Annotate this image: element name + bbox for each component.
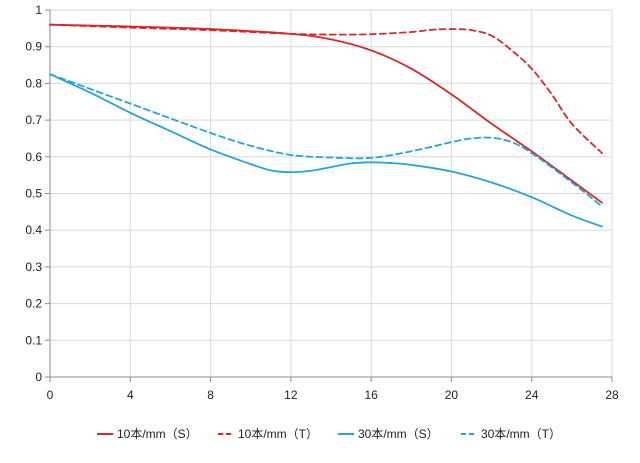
series-line-3 [49,73,603,228]
series-layer [49,23,603,228]
x-tick-label: 4 [127,388,134,402]
series-line-4 [49,73,603,208]
x-tick-label: 28 [605,388,619,402]
y-tick-label: 0 [35,370,42,384]
y-tick-label: 0.6 [25,150,42,164]
y-tick-label: 0.1 [25,333,42,347]
axis-layer: 0 0.1 0.2 0.3 0.4 0.5 0.6 0.7 0.8 0.9 1 0 4 8 12 16 20 24… [25,3,619,402]
x-tick-label: 20 [445,388,459,402]
x-tick-label: 0 [47,388,54,402]
legend-label-3: 30本/mm（S） [358,427,439,441]
x-tick-label: 12 [284,388,298,402]
legend-label-2: 10本/mm（T） [238,427,318,441]
x-tick-label: 8 [207,388,214,402]
legend-label-4: 30本/mm（T） [481,427,561,441]
legend-label-1: 10本/mm（S） [117,427,198,441]
x-tick-label: 24 [525,388,539,402]
y-tick-label: 0.9 [25,40,42,54]
y-tick-label: 0.5 [25,187,42,201]
y-tick-label: 0.8 [25,76,42,90]
series-line-1 [49,23,603,204]
y-tick-label: 0.3 [25,260,42,274]
y-tick-label: 1 [35,3,42,17]
legend: 10本/mm（S） 10本/mm（T） 30本/mm（S） 30本/mm（T） [97,427,561,441]
y-tick-label: 0.4 [25,223,42,237]
y-tick-label: 0.7 [25,113,42,127]
y-tick-label: 0.2 [25,297,42,311]
series-line-2 [49,23,603,155]
x-tick-label: 16 [364,388,378,402]
